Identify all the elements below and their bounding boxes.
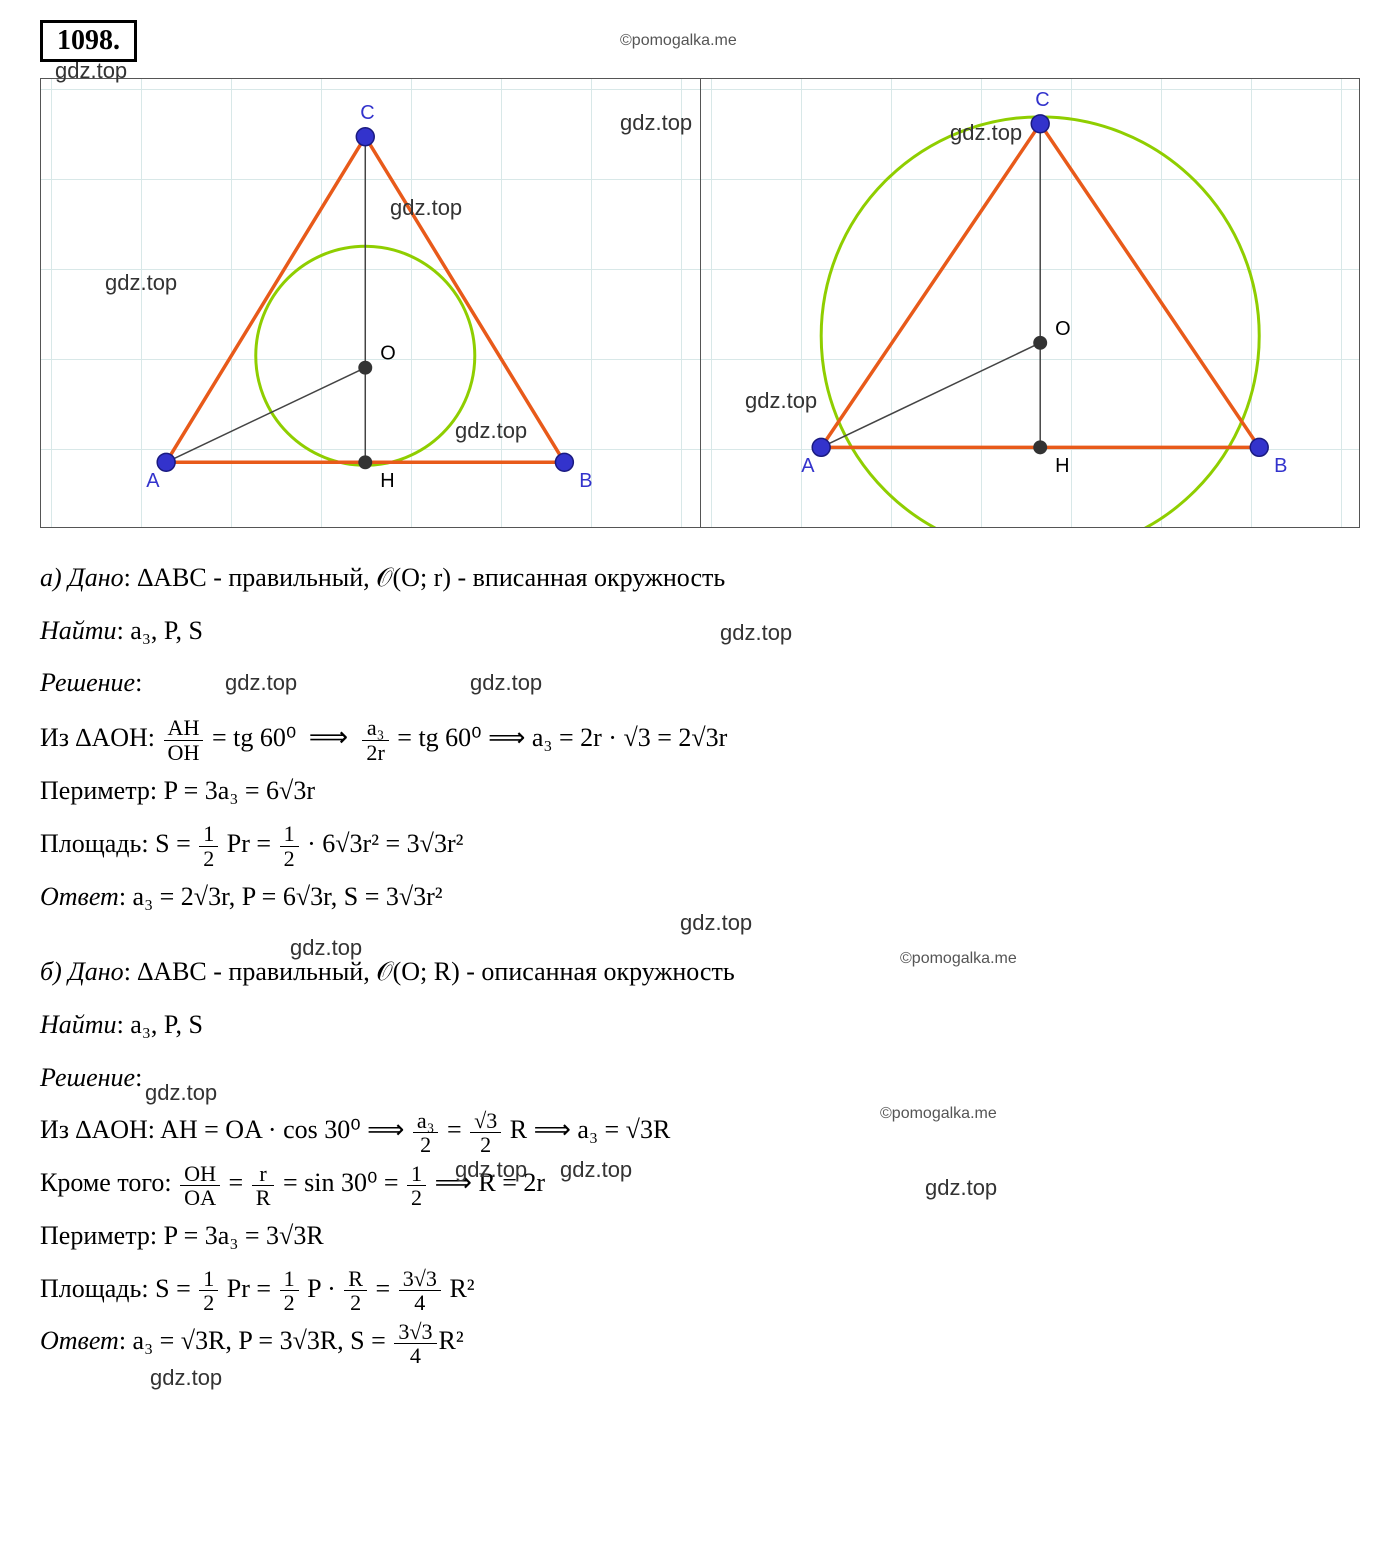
svg-text:H: H — [1055, 455, 1069, 477]
copyright-text: ©pomogalka.me — [620, 32, 737, 50]
svg-text:O: O — [380, 343, 395, 365]
watermark-text: gdz.top — [145, 1080, 217, 1106]
answer-b: Ответ: a₃ = √3R, P = 3√3R, S = 3√34R² — [40, 1316, 1360, 1367]
given-text-a: : ∆ABC - правильный, 𝒪(O; r) - вписанная… — [124, 563, 726, 592]
svg-text:A: A — [146, 470, 160, 492]
find-b: Найти: a₃, P, S — [40, 1000, 1360, 1051]
frac-2a: a₃2r — [362, 716, 388, 763]
watermark-text: gdz.top — [720, 620, 792, 646]
svg-right: A B C O H — [701, 79, 1360, 527]
watermark-text: gdz.top — [150, 1365, 222, 1391]
line1-a: Из ∆AOH: AHOH = tg 60⁰ ⟹ a₃2r = tg 60⁰ ⟹… — [40, 711, 1360, 764]
watermark-text: gdz.top — [470, 670, 542, 696]
watermark-text: gdz.top — [745, 388, 817, 414]
line1-b: Из ∆AOH: AH = OA · cos 30⁰ ⟹ a₃2 = √32 R… — [40, 1105, 1360, 1156]
perimeter-a: Периметр: P = 3a₃ = 6√3r — [40, 766, 1360, 817]
watermark-text: gdz.top — [680, 910, 752, 936]
watermark-text: gdz.top — [560, 1157, 632, 1183]
watermark-text: gdz.top — [455, 418, 527, 444]
figures-container: A B C O H A B C O H — [40, 78, 1360, 528]
svg-text:C: C — [1035, 89, 1049, 111]
figure-right: A B C O H — [701, 79, 1360, 527]
also-b: Кроме того: OHOA = rR = sin 30⁰ = 12 ⟹ R… — [40, 1158, 1360, 1209]
watermark-text: gdz.top — [105, 270, 177, 296]
watermark-text: gdz.top — [225, 670, 297, 696]
solution-b: б) Дано: ∆ABC - правильный, 𝒪(O; R) - оп… — [40, 947, 1360, 1367]
svg-text:O: O — [1055, 318, 1070, 340]
perimeter-b: Периметр: P = 3a₃ = 3√3R — [40, 1211, 1360, 1262]
given-prefix-a: а) Дано — [40, 563, 124, 592]
arrow-icon: ⟹ — [309, 711, 348, 764]
svg-left: A B C O H — [41, 79, 700, 527]
figure-left: A B C O H — [41, 79, 701, 527]
solution-label-b: Решение: — [40, 1053, 1360, 1104]
copyright-text: ©pomogalka.me — [880, 1105, 997, 1123]
watermark-text: gdz.top — [950, 120, 1022, 146]
watermark-text: gdz.top — [925, 1175, 997, 1201]
watermark-text: gdz.top — [455, 1157, 527, 1183]
given-b: б) Дано: ∆ABC - правильный, 𝒪(O; R) - оп… — [40, 947, 1360, 998]
find-a: Найти: a₃, P, S — [40, 606, 1360, 657]
watermark-text: gdz.top — [620, 110, 692, 136]
find-text-a: : a₃, P, S — [117, 616, 203, 645]
watermark-text: gdz.top — [55, 58, 127, 84]
problem-number: 1098. — [40, 20, 137, 62]
watermark-text: gdz.top — [390, 195, 462, 221]
solution-a: а) Дано: ∆ABC - правильный, 𝒪(O; r) - вп… — [40, 553, 1360, 922]
area-b: Площадь: S = 12 Pr = 12 P · R2 = 3√34 R² — [40, 1264, 1360, 1315]
frac-1a: AHOH — [164, 716, 204, 763]
watermark-text: gdz.top — [290, 935, 362, 961]
svg-text:C: C — [360, 102, 374, 124]
svg-text:B: B — [579, 470, 592, 492]
area-a: Площадь: S = 12 Pr = 12 · 6√3r² = 3√3r² — [40, 819, 1360, 870]
given-a: а) Дано: ∆ABC - правильный, 𝒪(O; r) - вп… — [40, 553, 1360, 604]
svg-text:A: A — [801, 455, 815, 477]
find-prefix-a: Найти — [40, 616, 117, 645]
copyright-text: ©pomogalka.me — [900, 950, 1017, 968]
svg-text:H: H — [380, 470, 394, 492]
svg-text:B: B — [1274, 455, 1287, 477]
